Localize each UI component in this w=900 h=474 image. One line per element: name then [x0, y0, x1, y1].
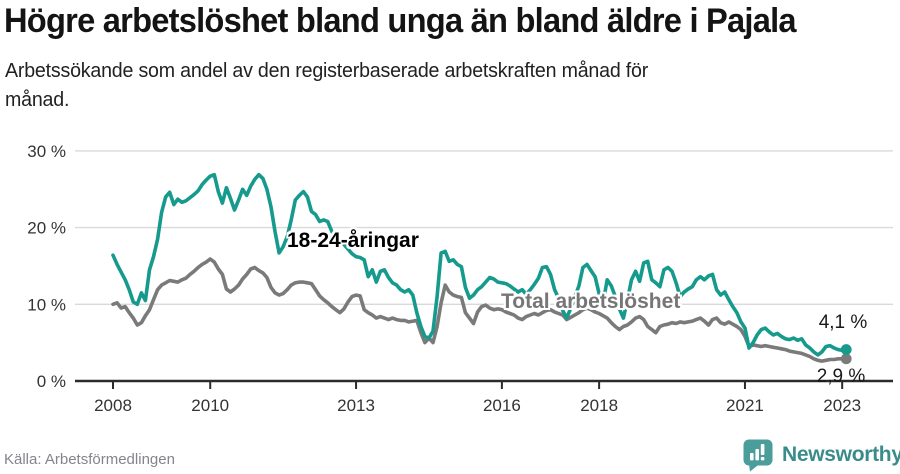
- x-tick-label: 2018: [580, 396, 618, 415]
- end-dot-total: [840, 353, 852, 365]
- source-attribution: Källa: Arbetsförmedlingen: [4, 451, 175, 468]
- newsworthy-brand: Newsworthy: [742, 438, 900, 472]
- newsworthy-logo-icon: [743, 439, 773, 472]
- x-tick-label: 2008: [94, 396, 132, 415]
- y-tick-label: 20 %: [27, 219, 66, 238]
- series-label-total: Total arbetslöshet: [501, 290, 681, 313]
- x-tick-label: 2010: [191, 396, 229, 415]
- chart-subtitle-line1: Arbetssökande som andel av den registerb…: [5, 60, 649, 82]
- x-tick-label: 2021: [726, 396, 764, 415]
- x-tick-label: 2013: [337, 396, 375, 415]
- chart-title: Högre arbetslöshet bland unga än bland ä…: [4, 2, 797, 40]
- series-label-young: 18-24-åringar: [287, 229, 419, 252]
- end-value-label-young: 4,1 %: [818, 312, 868, 333]
- x-tick-label: 2016: [483, 396, 521, 415]
- chart-subtitle-line2: månad.: [5, 89, 70, 111]
- y-tick-label: 10 %: [27, 295, 66, 314]
- series-line-young: [111, 172, 849, 357]
- x-tick-label: 2023: [823, 396, 861, 415]
- end-value-label-total: 2,9 %: [816, 366, 866, 387]
- y-tick-label: 30 %: [27, 142, 66, 161]
- y-tick-label: 0 %: [37, 372, 66, 391]
- newsworthy-wordmark: Newsworthy: [782, 443, 900, 466]
- end-dot-young: [840, 344, 852, 355]
- series-line-total: [111, 257, 849, 363]
